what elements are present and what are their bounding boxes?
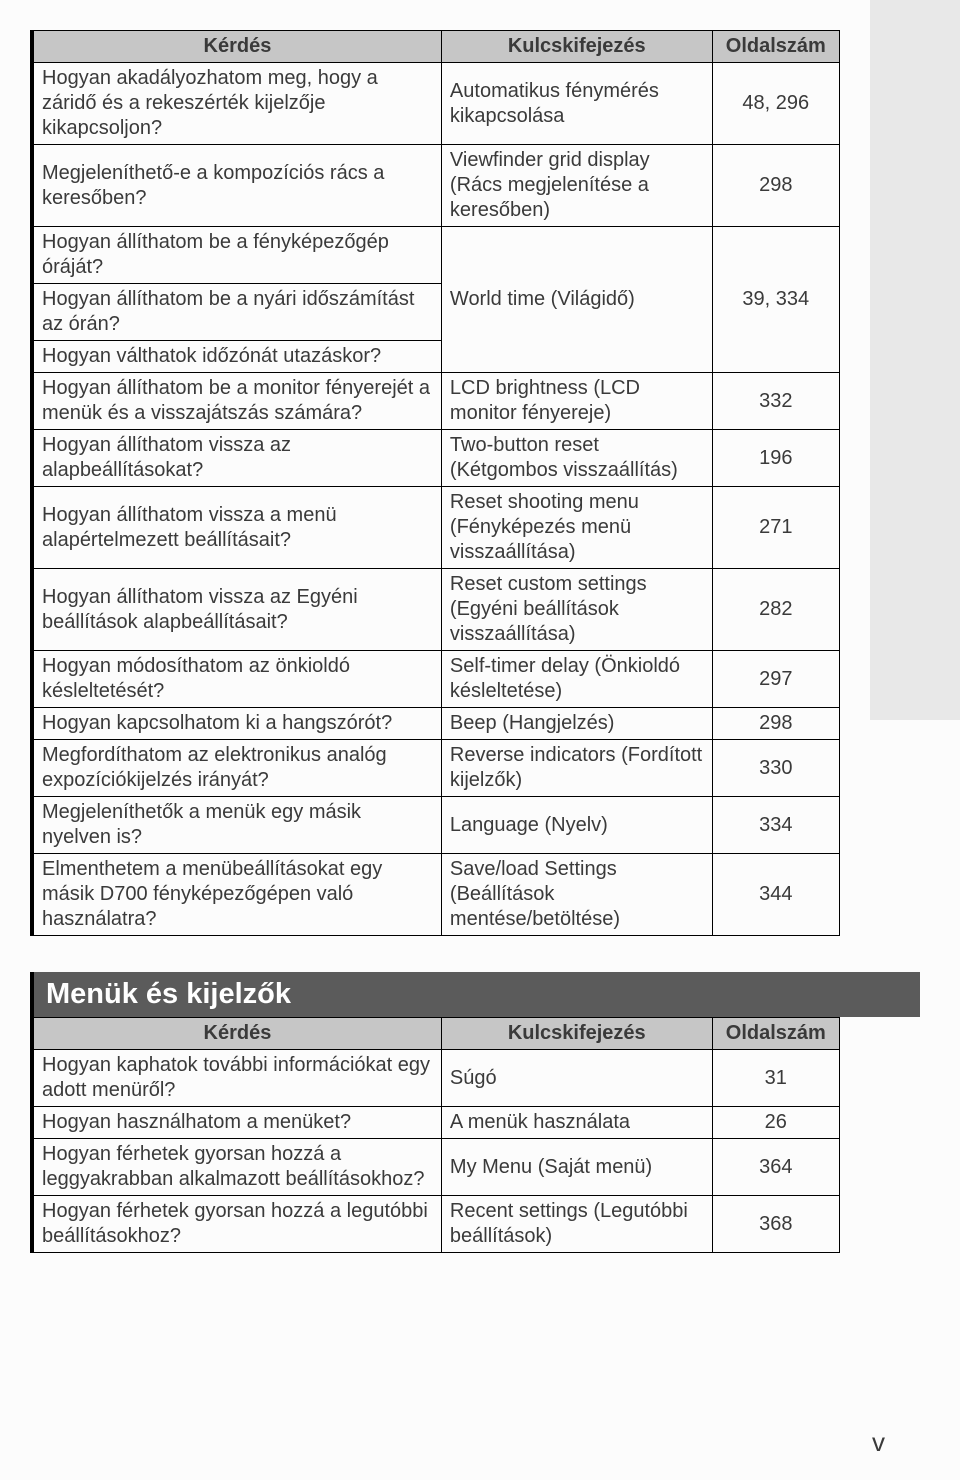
cell-page: 330 <box>712 740 839 797</box>
cell-question: Megfordíthatom az elektronikus analóg ex… <box>32 740 441 797</box>
tab-margin <box>870 0 960 720</box>
cell-question: Hogyan állíthatom vissza az alapbeállítá… <box>32 430 441 487</box>
table-header-row: Kérdés Kulcskifejezés Oldalszám <box>32 1018 840 1050</box>
cell-page: 364 <box>712 1139 839 1196</box>
cell-page: 282 <box>712 569 839 651</box>
page-number: v <box>872 1427 885 1458</box>
cell-page: 344 <box>712 854 839 936</box>
cell-page: 368 <box>712 1196 839 1253</box>
table-row: Hogyan állíthatom be a fényképezőgép órá… <box>32 227 840 284</box>
cell-question: Hogyan módosíthatom az önkioldó késlelte… <box>32 651 441 708</box>
cell-question: Hogyan állíthatom be a monitor fényerejé… <box>32 373 441 430</box>
col-header-key: Kulcskifejezés <box>441 31 712 63</box>
table-row: Hogyan állíthatom vissza a menü alapérte… <box>32 487 840 569</box>
table-row: Hogyan módosíthatom az önkioldó késlelte… <box>32 651 840 708</box>
cell-question: Hogyan akadályozhatom meg, hogy a záridő… <box>32 63 441 145</box>
cell-key: Save/load Settings (Beállítások mentése/… <box>441 854 712 936</box>
cell-question: Hogyan válthatok időzónát utazáskor? <box>32 341 441 373</box>
cell-key: Two-button reset (Kétgombos visszaállítá… <box>441 430 712 487</box>
cell-question: Hogyan kapcsolhatom ki a hangszórót? <box>32 708 441 740</box>
table-row: Hogyan állíthatom vissza az alapbeállítá… <box>32 430 840 487</box>
cell-page: 39, 334 <box>712 227 839 373</box>
table-header-row: Kérdés Kulcskifejezés Oldalszám <box>32 31 840 63</box>
cell-key: Súgó <box>441 1050 712 1107</box>
cell-question: Hogyan használhatom a menüket? <box>32 1107 441 1139</box>
table-row: Hogyan akadályozhatom meg, hogy a záridő… <box>32 63 840 145</box>
table-row: Hogyan kapcsolhatom ki a hangszórót?Beep… <box>32 708 840 740</box>
col-header-key: Kulcskifejezés <box>441 1018 712 1050</box>
table-row: Hogyan használhatom a menüket?A menük ha… <box>32 1107 840 1139</box>
page-content: Kérdés Kulcskifejezés Oldalszám Hogyan a… <box>0 0 960 1283</box>
col-header-page: Oldalszám <box>712 31 839 63</box>
cell-key: Reset shooting menu (Fényképezés menü vi… <box>441 487 712 569</box>
cell-question: Hogyan állíthatom vissza a menü alapérte… <box>32 487 441 569</box>
cell-page: 298 <box>712 708 839 740</box>
cell-question: Megjeleníthetők a menük egy másik nyelve… <box>32 797 441 854</box>
cell-question: Hogyan férhetek gyorsan hozzá a legutóbb… <box>32 1196 441 1253</box>
cell-key: Beep (Hangjelzés) <box>441 708 712 740</box>
cell-key: Language (Nyelv) <box>441 797 712 854</box>
cell-page: 26 <box>712 1107 839 1139</box>
cell-page: 297 <box>712 651 839 708</box>
cell-question: Megjeleníthető-e a kompozíciós rács a ke… <box>32 145 441 227</box>
qa-table-1: Kérdés Kulcskifejezés Oldalszám Hogyan a… <box>30 30 840 936</box>
cell-key: Viewfinder grid display (Rács megjelenít… <box>441 145 712 227</box>
table-row: Hogyan állíthatom vissza az Egyéni beáll… <box>32 569 840 651</box>
cell-page: 334 <box>712 797 839 854</box>
cell-question: Hogyan állíthatom vissza az Egyéni beáll… <box>32 569 441 651</box>
cell-page: 332 <box>712 373 839 430</box>
cell-page: 196 <box>712 430 839 487</box>
table-row: Megfordíthatom az elektronikus analóg ex… <box>32 740 840 797</box>
cell-key: Self-timer delay (Önkioldó késleltetése) <box>441 651 712 708</box>
qa-table-2: Kérdés Kulcskifejezés Oldalszám Hogyan k… <box>30 1017 840 1253</box>
col-header-question: Kérdés <box>32 31 441 63</box>
cell-question: Hogyan állíthatom be a nyári időszámítás… <box>32 284 441 341</box>
table-row: Hogyan kaphatok további információkat eg… <box>32 1050 840 1107</box>
cell-page: 271 <box>712 487 839 569</box>
cell-key: Reverse indicators (Fordított kijelzők) <box>441 740 712 797</box>
table-row: Megjeleníthetők a menük egy másik nyelve… <box>32 797 840 854</box>
cell-key: Automatikus fénymérés kikapcsolása <box>441 63 712 145</box>
cell-key: World time (Világidő) <box>441 227 712 373</box>
col-header-question: Kérdés <box>32 1018 441 1050</box>
cell-key: A menük használata <box>441 1107 712 1139</box>
col-header-page: Oldalszám <box>712 1018 839 1050</box>
cell-page: 31 <box>712 1050 839 1107</box>
cell-page: 298 <box>712 145 839 227</box>
table-row: Elmenthetem a menübeállításokat egy mási… <box>32 854 840 936</box>
cell-key: Recent settings (Legutóbbi beállítások) <box>441 1196 712 1253</box>
table-row: Hogyan férhetek gyorsan hozzá a legutóbb… <box>32 1196 840 1253</box>
cell-question: Hogyan férhetek gyorsan hozzá a leggyakr… <box>32 1139 441 1196</box>
table-row: Megjeleníthető-e a kompozíciós rács a ke… <box>32 145 840 227</box>
cell-page: 48, 296 <box>712 63 839 145</box>
section-title: Menük és kijelzők <box>34 972 920 1017</box>
cell-key: LCD brightness (LCD monitor fényereje) <box>441 373 712 430</box>
table-row: Hogyan állíthatom be a monitor fényerejé… <box>32 373 840 430</box>
section-title-bar: Menük és kijelzők <box>30 972 920 1017</box>
cell-question: Hogyan kaphatok további információkat eg… <box>32 1050 441 1107</box>
cell-key: Reset custom settings (Egyéni beállításo… <box>441 569 712 651</box>
cell-question: Hogyan állíthatom be a fényképezőgép órá… <box>32 227 441 284</box>
cell-question: Elmenthetem a menübeállításokat egy mási… <box>32 854 441 936</box>
cell-key: My Menu (Saját menü) <box>441 1139 712 1196</box>
table-row: Hogyan férhetek gyorsan hozzá a leggyakr… <box>32 1139 840 1196</box>
